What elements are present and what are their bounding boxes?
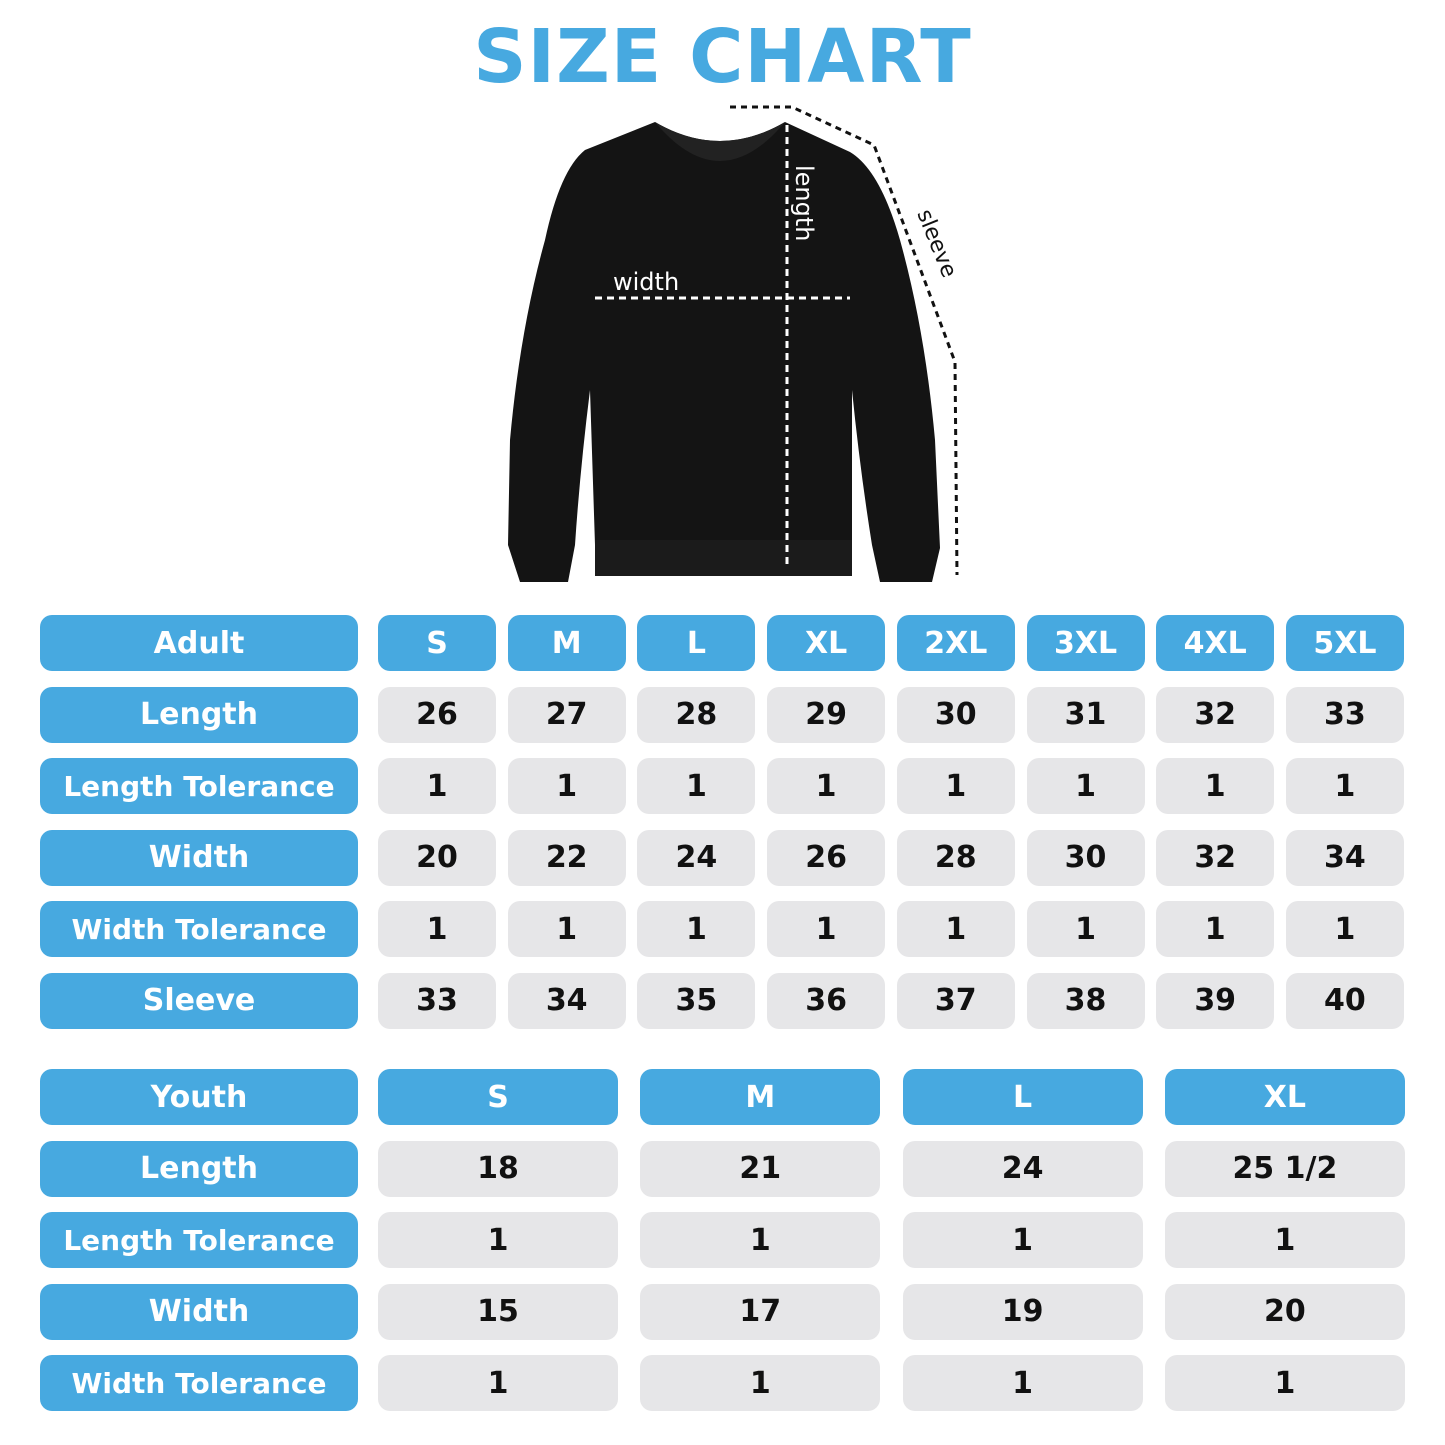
table-cell: 25 1/2 <box>1164 1140 1405 1197</box>
table-cell: 1 <box>378 901 496 957</box>
table-cell: 17 <box>640 1283 881 1340</box>
table-cell: 1 <box>640 1212 881 1268</box>
table-cell: 30 <box>1026 829 1145 886</box>
table-cell: 31 <box>1026 686 1145 743</box>
size-header-5XL: 5XL <box>1285 615 1404 671</box>
table-cell: 1 <box>507 901 626 957</box>
size-header-2XL: 2XL <box>896 615 1015 671</box>
collar <box>655 122 785 161</box>
table-cell: 1 <box>1164 1212 1405 1268</box>
table-cell: 1 <box>767 901 886 957</box>
table-cell: 29 <box>767 686 886 743</box>
youth-header-label: Youth <box>40 1069 358 1125</box>
row-label: Length <box>40 1140 358 1197</box>
size-header-L: L <box>637 615 756 671</box>
length-label: length <box>790 165 818 242</box>
table-cell: 1 <box>1156 901 1275 957</box>
table-cell: 1 <box>902 1212 1143 1268</box>
size-header-XL: XL <box>1164 1069 1405 1125</box>
size-header-4XL: 4XL <box>1156 615 1275 671</box>
table-cell: 32 <box>1156 829 1275 886</box>
table-cell: 1 <box>1164 1355 1405 1411</box>
table-cell: 37 <box>896 972 1015 1029</box>
size-header-S: S <box>378 615 496 671</box>
table-cell: 1 <box>1026 758 1145 814</box>
table-cell: 26 <box>767 829 886 886</box>
table-cell: 1 <box>902 1355 1143 1411</box>
row-label: Length <box>40 686 358 743</box>
table-cell: 24 <box>637 829 756 886</box>
row-label: Width <box>40 829 358 886</box>
sleeve-measure-line <box>730 105 959 576</box>
row-label: Width Tolerance <box>40 1355 358 1411</box>
table-cell: 1 <box>378 1355 618 1411</box>
table-cell: 35 <box>637 972 756 1029</box>
table-cell: 27 <box>507 686 626 743</box>
row-label: Length Tolerance <box>40 1212 358 1268</box>
size-header-L: L <box>902 1069 1143 1125</box>
width-label: width <box>613 268 679 296</box>
table-cell: 1 <box>767 758 886 814</box>
table-cell: 28 <box>896 829 1015 886</box>
sweatshirt-diagram: width length sleeve <box>508 105 961 582</box>
table-cell: 1 <box>1156 758 1275 814</box>
adult-header-label: Adult <box>40 615 358 671</box>
table-cell: 1 <box>640 1355 881 1411</box>
table-cell: 1 <box>378 1212 618 1268</box>
sleeve-label: sleeve <box>911 206 961 281</box>
table-cell: 20 <box>1164 1283 1405 1340</box>
row-label: Length Tolerance <box>40 758 358 814</box>
size-header-M: M <box>640 1069 881 1125</box>
table-cell: 15 <box>378 1283 618 1340</box>
table-cell: 24 <box>902 1140 1143 1197</box>
size-header-M: M <box>507 615 626 671</box>
table-cell: 33 <box>378 972 496 1029</box>
table-cell: 1 <box>896 901 1015 957</box>
table-cell: 18 <box>378 1140 618 1197</box>
table-cell: 26 <box>378 686 496 743</box>
table-cell: 40 <box>1285 972 1404 1029</box>
sweatshirt-image <box>508 122 940 582</box>
table-cell: 21 <box>640 1140 881 1197</box>
table-cell: 1 <box>1285 758 1404 814</box>
table-cell: 1 <box>637 758 756 814</box>
table-cell: 32 <box>1156 686 1275 743</box>
row-label: Width Tolerance <box>40 901 358 957</box>
table-cell: 30 <box>896 686 1015 743</box>
table-cell: 22 <box>507 829 626 886</box>
size-header-XL: XL <box>767 615 886 671</box>
table-cell: 1 <box>1285 901 1404 957</box>
table-cell: 34 <box>507 972 626 1029</box>
size-header-S: S <box>378 1069 618 1125</box>
table-cell: 1 <box>1026 901 1145 957</box>
waistband <box>595 540 852 576</box>
table-cell: 20 <box>378 829 496 886</box>
table-cell: 39 <box>1156 972 1275 1029</box>
table-cell: 34 <box>1285 829 1404 886</box>
table-cell: 19 <box>902 1283 1143 1340</box>
table-cell: 1 <box>507 758 626 814</box>
table-cell: 1 <box>896 758 1015 814</box>
table-cell: 36 <box>767 972 886 1029</box>
row-label: Width <box>40 1283 358 1340</box>
page-title: SIZE CHART <box>473 14 972 100</box>
size-header-3XL: 3XL <box>1026 615 1145 671</box>
table-cell: 33 <box>1285 686 1404 743</box>
table-cell: 1 <box>637 901 756 957</box>
table-cell: 28 <box>637 686 756 743</box>
table-cell: 1 <box>378 758 496 814</box>
table-cell: 38 <box>1026 972 1145 1029</box>
row-label: Sleeve <box>40 972 358 1029</box>
